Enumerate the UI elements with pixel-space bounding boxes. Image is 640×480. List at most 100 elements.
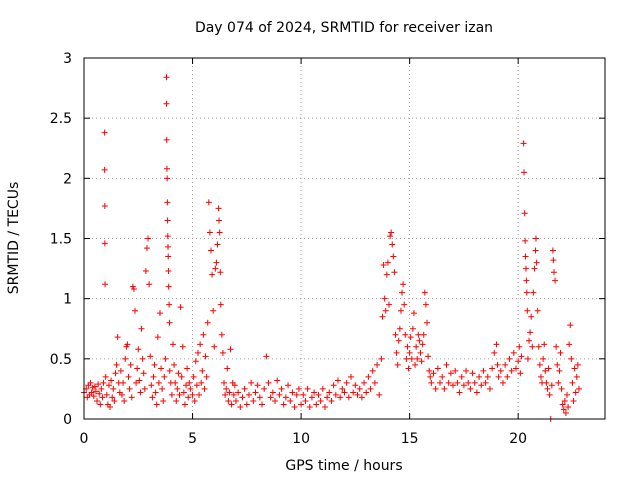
data-point bbox=[452, 367, 459, 374]
data-point bbox=[482, 379, 489, 386]
data-point bbox=[156, 310, 163, 317]
data-point bbox=[516, 343, 523, 350]
data-point bbox=[107, 403, 114, 410]
data-point bbox=[352, 382, 359, 389]
data-point bbox=[127, 361, 134, 368]
data-point bbox=[319, 385, 326, 392]
chart-title: Day 074 of 2024, SRMTID for receiver iza… bbox=[195, 20, 493, 36]
data-point bbox=[111, 397, 118, 404]
data-point bbox=[87, 379, 94, 386]
data-point bbox=[163, 100, 170, 107]
data-point bbox=[413, 343, 420, 350]
data-point bbox=[473, 389, 480, 396]
data-point bbox=[120, 379, 127, 386]
data-point bbox=[232, 397, 239, 404]
data-point bbox=[289, 389, 296, 396]
data-point bbox=[103, 391, 110, 398]
data-point bbox=[211, 343, 218, 350]
data-point bbox=[337, 394, 344, 401]
data-point bbox=[254, 382, 261, 389]
data-point bbox=[190, 373, 197, 380]
x-tick-label: 15 bbox=[401, 431, 419, 447]
data-point bbox=[391, 269, 398, 276]
data-point bbox=[393, 349, 400, 356]
data-point bbox=[454, 379, 461, 386]
data-point bbox=[354, 391, 361, 398]
data-point bbox=[261, 385, 268, 392]
data-point bbox=[416, 337, 423, 344]
data-point bbox=[125, 373, 132, 380]
data-point bbox=[426, 367, 433, 374]
data-point bbox=[552, 277, 559, 284]
data-point bbox=[161, 373, 168, 380]
data-point bbox=[517, 370, 524, 377]
data-point bbox=[403, 355, 410, 362]
data-point bbox=[109, 394, 116, 401]
data-point bbox=[205, 199, 212, 206]
data-point bbox=[151, 361, 158, 368]
y-axis-label: SRMTID / TECUs bbox=[6, 182, 22, 295]
data-point bbox=[545, 365, 552, 372]
data-point bbox=[522, 265, 529, 272]
data-point bbox=[135, 346, 142, 353]
data-point bbox=[295, 385, 302, 392]
data-point bbox=[300, 391, 307, 398]
data-point bbox=[228, 401, 235, 408]
data-point bbox=[421, 289, 428, 296]
data-point bbox=[202, 353, 209, 360]
data-point bbox=[280, 401, 287, 408]
data-point bbox=[245, 391, 252, 398]
data-point bbox=[101, 166, 108, 173]
data-point bbox=[439, 373, 446, 380]
data-point bbox=[97, 401, 104, 408]
data-point bbox=[402, 331, 409, 338]
data-point bbox=[387, 233, 394, 240]
data-point bbox=[499, 379, 506, 386]
data-point bbox=[121, 397, 128, 404]
data-point bbox=[419, 341, 426, 348]
data-point bbox=[381, 295, 388, 302]
data-point bbox=[518, 353, 525, 360]
data-point bbox=[221, 379, 228, 386]
data-point bbox=[282, 394, 289, 401]
data-point bbox=[212, 265, 219, 272]
data-point bbox=[152, 389, 159, 396]
data-point bbox=[265, 379, 272, 386]
data-point bbox=[118, 391, 125, 398]
data-point bbox=[179, 343, 186, 350]
data-point bbox=[328, 397, 335, 404]
data-point bbox=[173, 397, 180, 404]
data-point bbox=[394, 361, 401, 368]
data-point bbox=[203, 373, 210, 380]
data-point bbox=[180, 389, 187, 396]
data-point bbox=[427, 373, 434, 380]
data-point bbox=[422, 301, 429, 308]
data-point bbox=[214, 241, 221, 248]
data-point bbox=[404, 343, 411, 350]
data-point bbox=[102, 373, 109, 380]
data-point bbox=[216, 217, 223, 224]
data-point bbox=[171, 361, 178, 368]
data-point bbox=[154, 334, 161, 341]
data-point bbox=[308, 394, 315, 401]
data-point bbox=[186, 379, 193, 386]
data-point bbox=[383, 271, 390, 278]
data-point bbox=[96, 390, 103, 397]
data-point bbox=[561, 397, 568, 404]
data-point bbox=[193, 382, 200, 389]
data-point bbox=[456, 389, 463, 396]
data-point bbox=[250, 397, 257, 404]
data-point bbox=[95, 381, 102, 388]
data-point bbox=[158, 365, 165, 372]
data-point bbox=[285, 382, 292, 389]
data-point bbox=[573, 373, 580, 380]
data-point bbox=[110, 385, 117, 392]
data-point bbox=[252, 389, 259, 396]
data-point bbox=[420, 331, 427, 338]
data-point bbox=[553, 343, 560, 350]
data-point bbox=[237, 403, 244, 410]
data-point bbox=[176, 391, 183, 398]
data-point bbox=[430, 370, 437, 377]
data-point bbox=[418, 358, 425, 365]
data-point bbox=[520, 140, 527, 147]
